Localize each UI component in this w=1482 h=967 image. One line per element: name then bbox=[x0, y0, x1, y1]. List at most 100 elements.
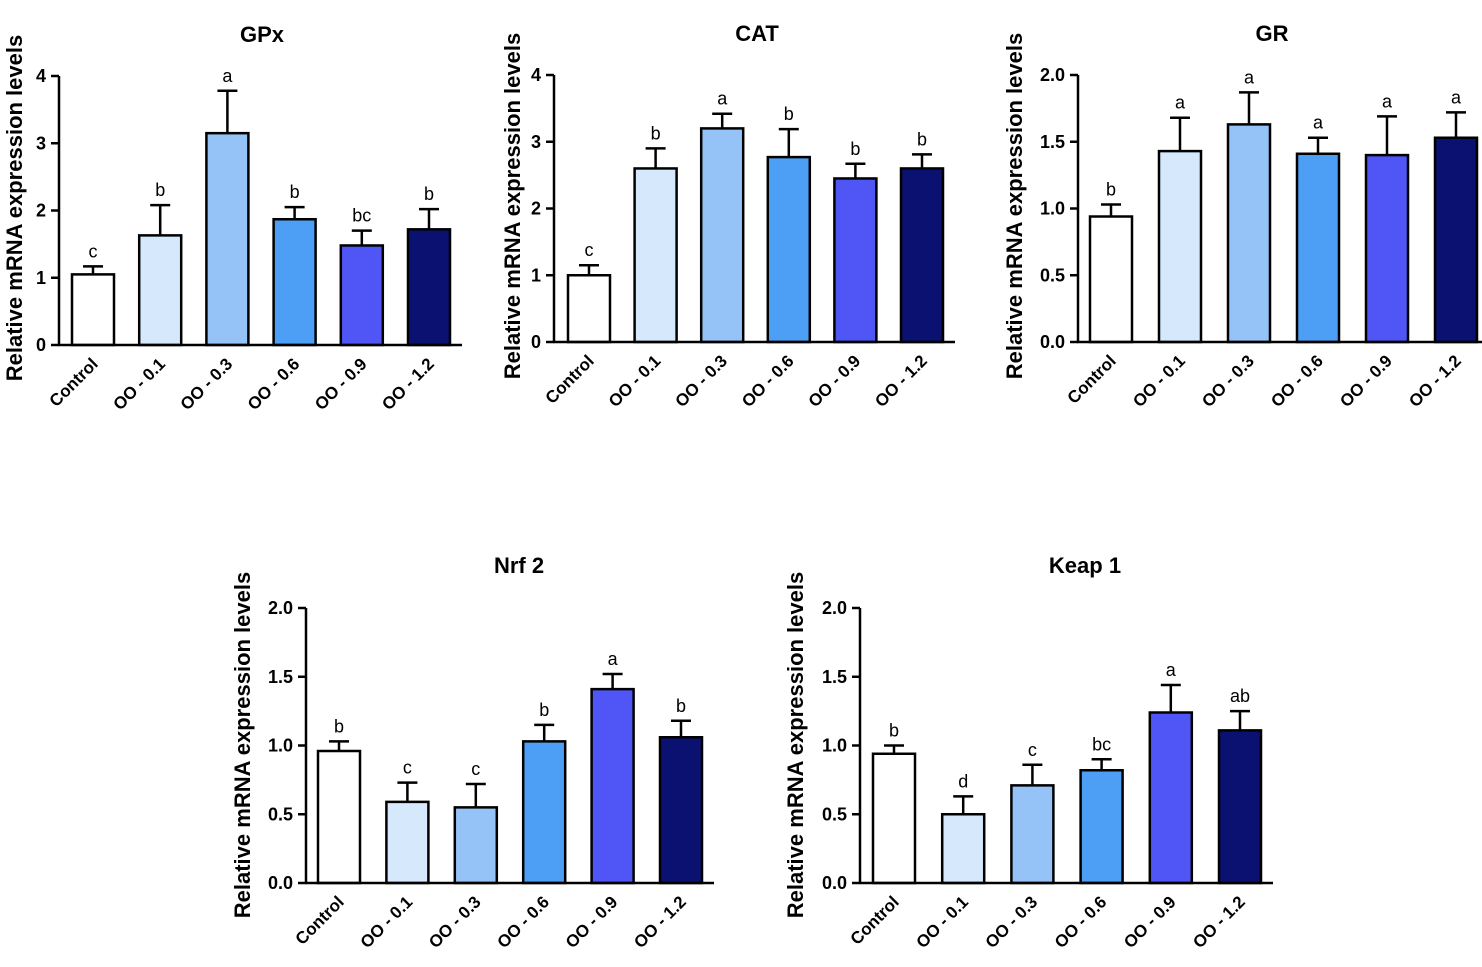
error-bar-gr-2 bbox=[1239, 91, 1259, 125]
y-tick-label-gr-2: 1.0 bbox=[1040, 199, 1065, 219]
y-tick-label-keap1-1: 0.5 bbox=[822, 804, 847, 824]
y-tick-label-gr-1: 0.5 bbox=[1040, 265, 1065, 285]
significance-letter-nrf2-3: b bbox=[539, 700, 549, 720]
bar-gr-4 bbox=[1364, 153, 1410, 344]
error-bar-gr-0 bbox=[1101, 203, 1121, 217]
chart-gr: GR Relative mRNA expression levels b Contro… bbox=[1002, 21, 1482, 411]
error-bar-keap1-4 bbox=[1160, 683, 1181, 713]
significance-letter-cat-1: b bbox=[651, 123, 661, 143]
y-tick-label-nrf2-4: 2.0 bbox=[268, 598, 293, 618]
y-tick-label-gpx-0: 0 bbox=[36, 335, 46, 355]
x-tick-label-keap1-1: OO - 0.1 bbox=[912, 892, 972, 952]
bar-gr-3 bbox=[1295, 152, 1341, 344]
error-bar-keap1-0 bbox=[884, 744, 904, 754]
significance-letter-nrf2-1: c bbox=[403, 758, 412, 778]
y-axis-label: Relative mRNA expression levels bbox=[2, 35, 27, 381]
significance-letter-keap1-1: d bbox=[958, 771, 968, 791]
axes-gr bbox=[1076, 75, 1482, 344]
y-axis-label: Relative mRNA expression levels bbox=[230, 572, 255, 918]
error-bar-gpx-2 bbox=[217, 89, 238, 134]
x-tick-label-keap1-0: Control bbox=[847, 892, 903, 948]
y-tick-label-cat-4: 4 bbox=[531, 65, 541, 85]
x-tick-label-gr-4: OO - 0.9 bbox=[1336, 351, 1396, 411]
y-axis-label: Relative mRNA expression levels bbox=[1002, 33, 1027, 379]
bar-keap1-1 bbox=[940, 813, 986, 885]
bar-gr-1 bbox=[1157, 149, 1203, 344]
x-tick-label-keap1-4: OO - 0.9 bbox=[1120, 892, 1180, 952]
x-tick-label-gpx-0: Control bbox=[46, 354, 102, 410]
chart-gpx: GPx Relative mRNA expression levels c Contr… bbox=[2, 22, 462, 414]
bar-gpx-3 bbox=[272, 217, 317, 347]
y-tick-label-gpx-1: 1 bbox=[36, 268, 46, 288]
significance-letter-keap1-5: ab bbox=[1230, 686, 1250, 706]
significance-letter-gpx-5: b bbox=[424, 184, 434, 204]
y-tick-label-gpx-3: 3 bbox=[36, 133, 46, 153]
x-tick-label-cat-5: OO - 1.2 bbox=[871, 351, 931, 411]
x-tick-label-cat-1: OO - 0.1 bbox=[605, 351, 665, 411]
error-bar-keap1-5 bbox=[1230, 709, 1250, 731]
error-bar-cat-5 bbox=[912, 153, 932, 169]
x-tick-label-gpx-3: OO - 0.6 bbox=[244, 354, 304, 414]
error-bar-gr-1 bbox=[1170, 116, 1190, 152]
error-bar-gpx-5 bbox=[419, 207, 439, 230]
y-tick-label-cat-2: 2 bbox=[531, 199, 541, 219]
x-tick-label-keap1-2: OO - 0.3 bbox=[982, 892, 1042, 952]
axes-gpx bbox=[57, 76, 462, 347]
axes-nrf2 bbox=[304, 608, 714, 885]
significance-letter-cat-2: a bbox=[717, 89, 728, 109]
significance-letter-keap1-3: bc bbox=[1092, 734, 1111, 754]
significance-letter-cat-5: b bbox=[917, 129, 927, 149]
bar-gr-2 bbox=[1226, 123, 1272, 344]
bar-nrf2-3 bbox=[521, 740, 567, 885]
x-tick-label-cat-2: OO - 0.3 bbox=[671, 351, 731, 411]
significance-letter-gr-0: b bbox=[1106, 179, 1116, 199]
significance-letter-nrf2-0: b bbox=[334, 716, 344, 736]
significance-letter-keap1-0: b bbox=[889, 721, 899, 741]
y-tick-label-nrf2-1: 0.5 bbox=[268, 804, 293, 824]
x-tick-label-gpx-4: OO - 0.9 bbox=[311, 354, 371, 414]
y-axis-label: Relative mRNA expression levels bbox=[500, 33, 525, 379]
bar-cat-5 bbox=[899, 167, 945, 344]
bar-cat-0 bbox=[566, 274, 612, 344]
y-tick-label-cat-3: 3 bbox=[531, 132, 541, 152]
chart-title-cat: CAT bbox=[735, 21, 779, 46]
y-tick-label-gr-0: 0.0 bbox=[1040, 332, 1065, 352]
error-bar-nrf2-5 bbox=[671, 719, 691, 738]
significance-letter-gpx-2: a bbox=[222, 66, 233, 86]
chart-nrf2: Nrf 2 Relative mRNA expression levels b Con… bbox=[230, 553, 714, 952]
axes-keap1 bbox=[858, 608, 1273, 885]
error-bar-keap1-2 bbox=[1022, 763, 1043, 786]
error-bar-gpx-4 bbox=[351, 229, 372, 246]
chart-keap1: Keap 1 Relative mRNA expression levels b Co… bbox=[783, 553, 1273, 952]
error-bar-nrf2-2 bbox=[465, 782, 486, 808]
error-bar-gr-5 bbox=[1446, 111, 1466, 138]
error-bar-gpx-3 bbox=[284, 205, 305, 220]
significance-letter-nrf2-5: b bbox=[676, 696, 686, 716]
bar-gpx-0 bbox=[70, 273, 116, 347]
significance-letter-gpx-3: b bbox=[290, 182, 300, 202]
error-bar-nrf2-0 bbox=[329, 740, 349, 751]
x-tick-label-nrf2-0: Control bbox=[292, 892, 348, 948]
x-tick-label-gr-2: OO - 0.3 bbox=[1198, 351, 1258, 411]
y-tick-label-gpx-2: 2 bbox=[36, 201, 46, 221]
y-tick-label-nrf2-3: 1.5 bbox=[268, 667, 293, 687]
error-bar-cat-0 bbox=[579, 263, 599, 276]
bar-nrf2-2 bbox=[453, 806, 499, 885]
error-bar-nrf2-3 bbox=[534, 723, 555, 742]
significance-letter-cat-0: c bbox=[585, 240, 594, 260]
significance-letter-keap1-4: a bbox=[1166, 660, 1177, 680]
y-tick-label-keap1-2: 1.0 bbox=[822, 736, 847, 756]
y-tick-label-cat-1: 1 bbox=[531, 265, 541, 285]
error-bar-cat-2 bbox=[712, 112, 733, 129]
bar-nrf2-5 bbox=[658, 736, 704, 885]
bar-keap1-5 bbox=[1217, 729, 1263, 885]
significance-letter-gr-3: a bbox=[1313, 113, 1324, 133]
significance-letter-cat-3: b bbox=[784, 104, 794, 124]
error-bar-gpx-0 bbox=[83, 265, 103, 275]
x-tick-label-cat-4: OO - 0.9 bbox=[805, 351, 865, 411]
y-tick-label-gr-3: 1.5 bbox=[1040, 132, 1065, 152]
x-tick-label-gr-0: Control bbox=[1064, 351, 1120, 407]
bar-gpx-1 bbox=[137, 234, 183, 347]
x-tick-label-nrf2-4: OO - 0.9 bbox=[562, 892, 622, 952]
